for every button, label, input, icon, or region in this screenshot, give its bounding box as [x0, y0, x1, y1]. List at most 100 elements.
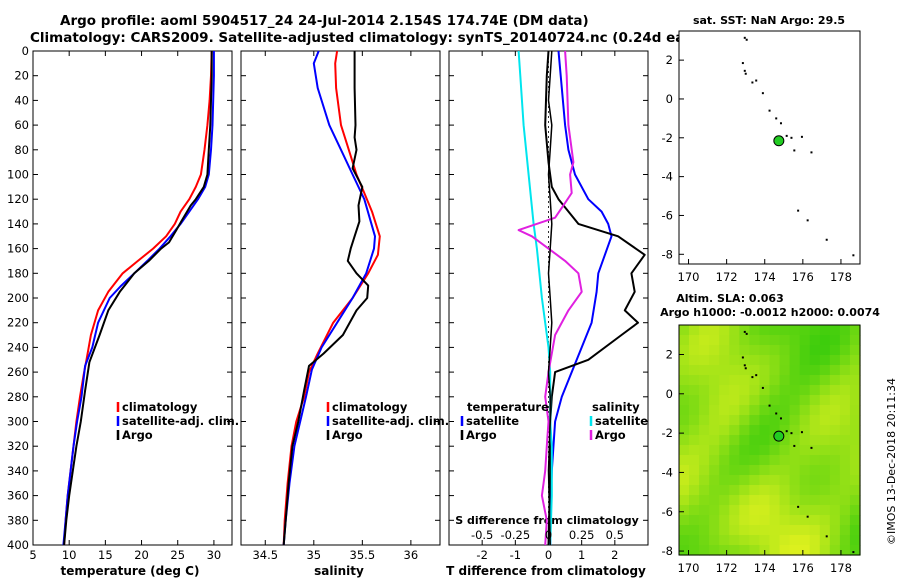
- sla-heatmap-cell: [819, 345, 831, 356]
- sst-ytick-label: -4: [662, 170, 673, 184]
- sla-heatmap-cell: [719, 365, 730, 376]
- difference-legend-t-argo-label: Argo: [466, 428, 497, 442]
- sla-heatmap-cell: [849, 355, 861, 366]
- sla-heatmap-cell: [759, 515, 771, 526]
- sla-heatmap-cell: [829, 355, 841, 366]
- sla-heatmap-cell: [849, 425, 861, 436]
- sla-heatmap-cell: [709, 405, 720, 416]
- sla-heatmap-cell: [769, 345, 781, 356]
- sla-heatmap-cell: [689, 545, 700, 556]
- sla-ytick-label: 0: [666, 387, 673, 401]
- sla-heatmap-cell: [749, 405, 761, 416]
- sla-island-mark: [785, 430, 788, 433]
- sla-heatmap-cell: [689, 395, 700, 406]
- sla-heatmap-cell: [699, 485, 710, 496]
- temperature-climatology-line: [63, 50, 213, 546]
- sla-heatmap-cell: [779, 355, 791, 366]
- sla-heatmap-cell: [719, 455, 730, 466]
- sst-ytick-label: -2: [662, 131, 673, 145]
- sla-heatmap-cell: [809, 525, 821, 536]
- sla-heatmap-cell: [799, 505, 811, 516]
- sla-heatmap-cell: [689, 415, 700, 426]
- sla-heatmap-cell: [799, 405, 811, 416]
- sla-heatmap-cell: [849, 335, 861, 346]
- sla-heatmap-cell: [799, 425, 811, 436]
- sla-heatmap-cell: [789, 515, 801, 526]
- sla-island-mark: [825, 535, 828, 538]
- sla-heatmap-cell: [709, 485, 720, 496]
- sla-heatmap-cell: [799, 545, 811, 556]
- sla-heatmap-cell: [829, 505, 841, 516]
- sla-heatmap-cell: [729, 495, 740, 506]
- sla-heatmap-cell: [809, 345, 821, 356]
- sla-heatmap-cell: [689, 365, 700, 376]
- sla-island-mark: [743, 330, 746, 333]
- sla-heatmap-cell: [689, 515, 700, 526]
- difference-zero-line: [547, 50, 553, 546]
- sla-heatmap-cell: [729, 355, 740, 366]
- sst-ytick-label: 2: [666, 53, 673, 67]
- sla-heatmap-cell: [719, 435, 730, 446]
- sla-ytick-label: 2: [666, 347, 673, 361]
- sla-heatmap-cell: [729, 345, 740, 356]
- sla-heatmap-cell: [679, 365, 690, 376]
- sla-heatmap-cell: [739, 525, 750, 536]
- sla-heatmap-cell: [729, 505, 740, 516]
- sla-heatmap-cell: [809, 355, 821, 366]
- sla-heatmap-cell: [799, 355, 811, 366]
- temperature-ytick-label: 80: [14, 143, 29, 157]
- sst-xtick-label: 176: [792, 270, 814, 284]
- temperature-xtick-label: 15: [98, 548, 113, 562]
- sla-heatmap-cell: [849, 455, 861, 466]
- sla-xtick-label: 176: [792, 561, 814, 575]
- sla-heatmap-cell: [679, 385, 690, 396]
- sla-heatmap-cell: [789, 495, 801, 506]
- sla-heatmap-cell: [799, 385, 811, 396]
- sla-heatmap-cell: [739, 345, 750, 356]
- sla-heatmap-cell: [809, 375, 821, 386]
- sla-heatmap-cell: [679, 325, 690, 336]
- sla-heatmap-cell: [749, 515, 761, 526]
- sla-heatmap-cell: [699, 415, 710, 426]
- difference-s-tick-label: -0.5: [471, 528, 493, 542]
- sla-heatmap-cell: [779, 415, 791, 426]
- sst-island-mark: [825, 238, 828, 241]
- sla-heatmap-cell: [829, 325, 841, 336]
- sla-heatmap-cell: [709, 355, 720, 366]
- sla-heatmap-cell: [749, 415, 761, 426]
- sla-heatmap-cell: [739, 475, 750, 486]
- sla-heatmap-cell: [749, 435, 761, 446]
- sla-heatmap-cell: [759, 435, 771, 446]
- sla-heatmap-cell: [689, 485, 700, 496]
- sla-heatmap-cell: [749, 495, 761, 506]
- sla-heatmap-cell: [799, 465, 811, 476]
- salinity-satellite-adj-clim--line: [282, 50, 376, 546]
- sla-heatmap-cell: [739, 395, 750, 406]
- sla-heatmap-cell: [749, 445, 761, 456]
- sla-heatmap-cell: [679, 415, 690, 426]
- sla-island-mark: [797, 505, 800, 508]
- sla-title-2: Argo h1000: -0.0012 h2000: 0.0074: [660, 306, 880, 319]
- sla-heatmap-cell: [829, 365, 841, 376]
- sla-heatmap-cell: [769, 375, 781, 386]
- sla-heatmap-cell: [729, 455, 740, 466]
- sla-heatmap-cell: [729, 375, 740, 386]
- sla-heatmap-cell: [689, 325, 700, 336]
- sla-heatmap-cell: [849, 375, 861, 386]
- sla-heatmap-cell: [759, 485, 771, 496]
- sla-island-mark: [744, 367, 747, 370]
- sla-heatmap-cell: [689, 535, 700, 546]
- sla-heatmap-cell: [789, 365, 801, 376]
- temperature-ytick-label: 360: [7, 489, 29, 503]
- sla-heatmap-cell: [739, 515, 750, 526]
- sla-ytick-label: -8: [662, 544, 673, 558]
- sla-heatmap-cell: [739, 465, 750, 476]
- sla-heatmap-cell: [749, 475, 761, 486]
- sla-heatmap-cell: [819, 435, 831, 446]
- sla-heatmap-cell: [819, 525, 831, 536]
- sla-heatmap-cell: [679, 515, 690, 526]
- sla-heatmap-cell: [709, 365, 720, 376]
- sla-heatmap-cell: [789, 355, 801, 366]
- sla-heatmap-cell: [839, 495, 851, 506]
- sla-heatmap-cell: [839, 465, 851, 476]
